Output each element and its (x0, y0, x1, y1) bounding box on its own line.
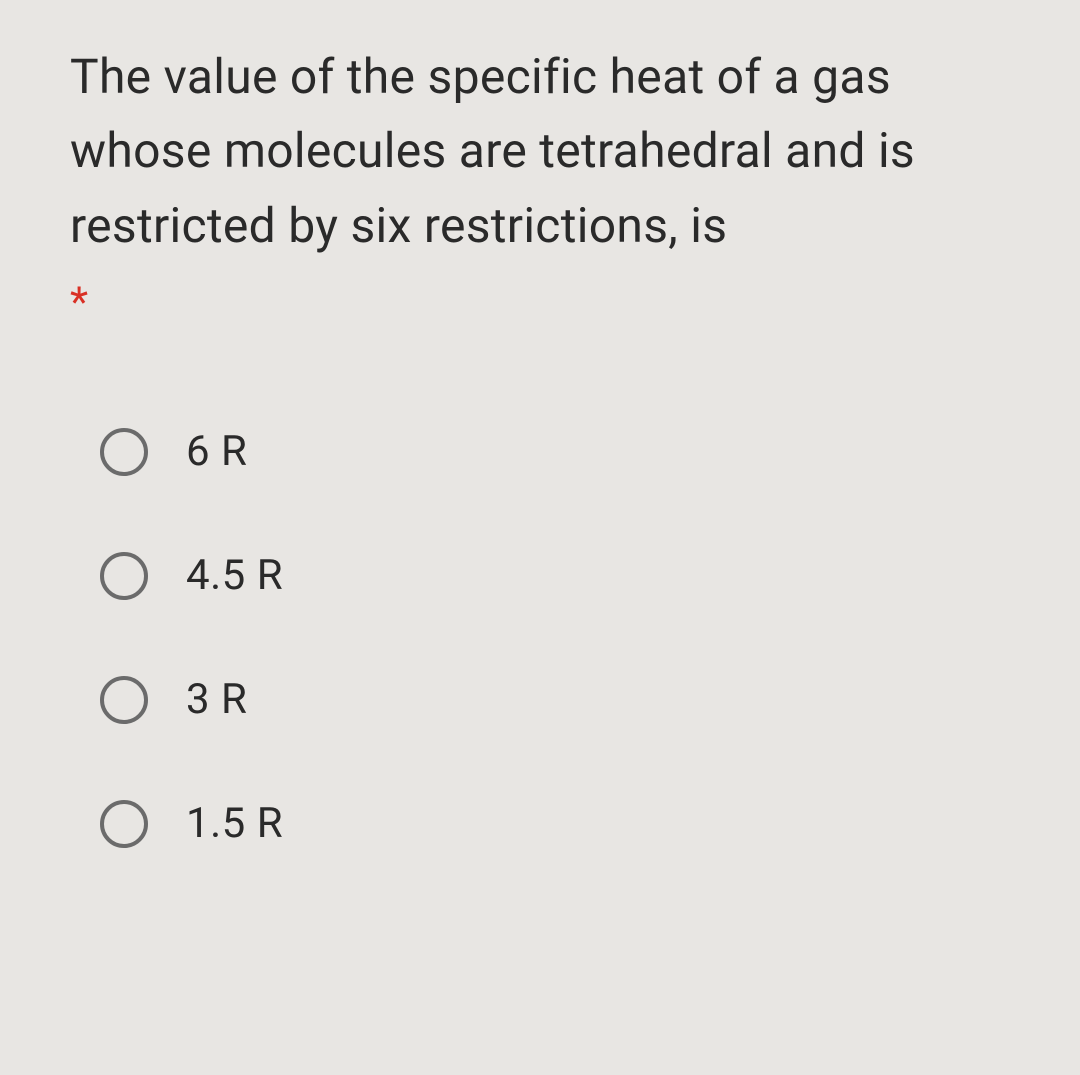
radio-icon[interactable] (100, 676, 148, 724)
option-row-1[interactable]: 6 R (100, 427, 1020, 476)
option-label: 6 R (186, 427, 247, 476)
radio-icon[interactable] (100, 428, 148, 476)
option-row-2[interactable]: 4.5 R (100, 551, 1020, 600)
options-container: 6 R 4.5 R 3 R 1.5 R (70, 427, 1020, 848)
required-asterisk: * (70, 278, 1020, 327)
radio-icon[interactable] (100, 800, 148, 848)
option-label: 3 R (186, 675, 247, 724)
option-label: 1.5 R (186, 799, 283, 848)
option-row-3[interactable]: 3 R (100, 675, 1020, 724)
question-text: The value of the specific heat of a gas … (70, 40, 1020, 263)
option-row-4[interactable]: 1.5 R (100, 799, 1020, 848)
radio-icon[interactable] (100, 552, 148, 600)
option-label: 4.5 R (186, 551, 283, 600)
